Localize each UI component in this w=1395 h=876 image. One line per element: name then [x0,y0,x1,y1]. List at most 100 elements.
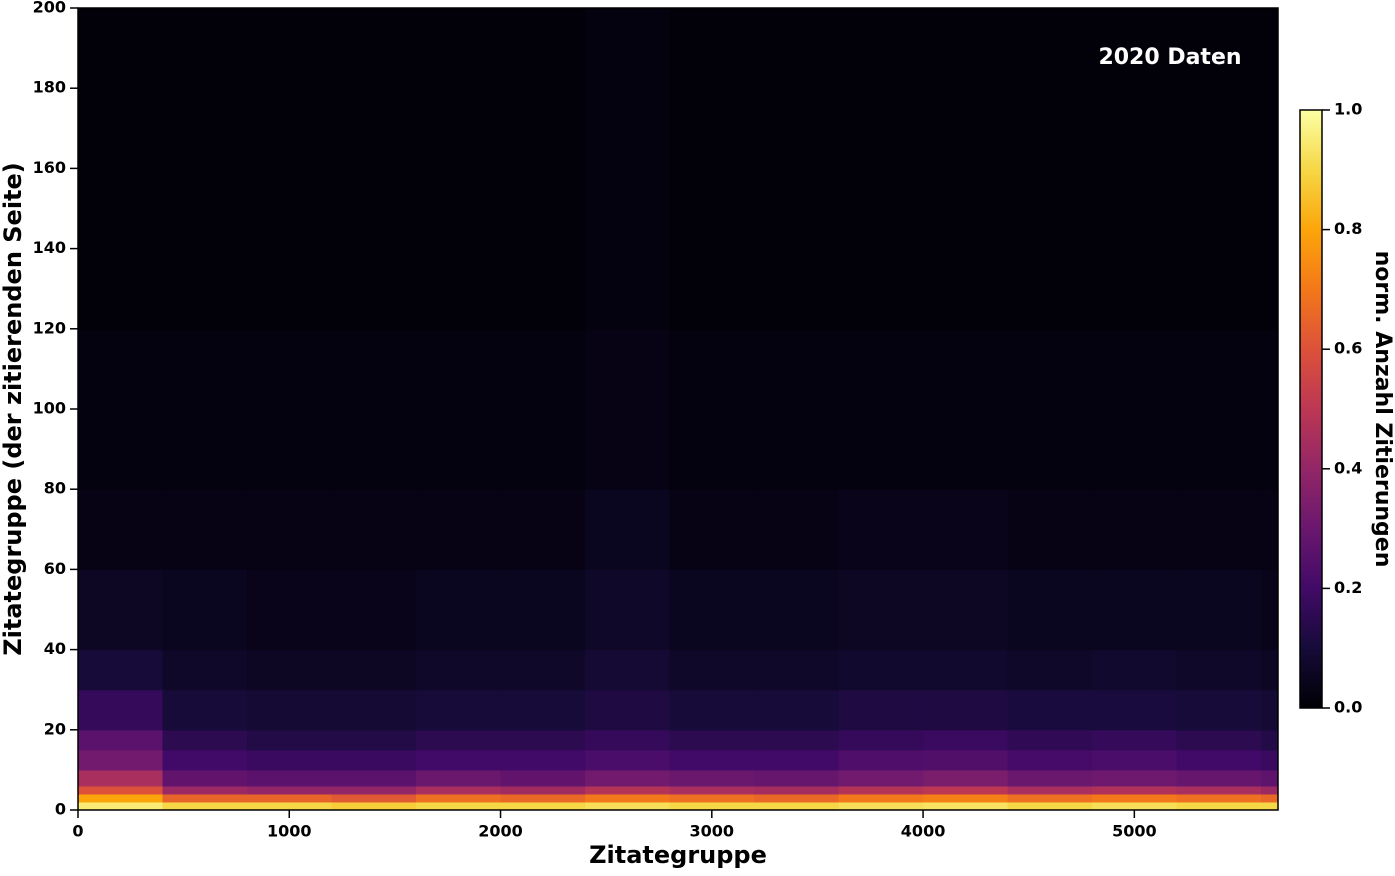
heatmap-cell [1007,749,1093,771]
colorbar-tick-label: 0.8 [1334,219,1362,238]
heatmap-cell [331,489,417,570]
heatmap-cell [838,328,924,490]
heatmap-cell [247,801,333,811]
heatmap-cell [923,749,1009,771]
heatmap-cell [331,569,417,651]
heatmap-cell [669,328,755,490]
heatmap-cell [1261,328,1279,490]
heatmap-cell [1176,8,1262,330]
heatmap-cell [923,769,1009,787]
heatmap-cell [1261,8,1279,330]
heatmap-cell [669,489,755,570]
heatmap-cell [669,8,755,330]
heatmap-cell [669,785,755,795]
y-tick-label: 20 [44,719,66,738]
heatmap-cell [500,8,586,330]
heatmap-cell [585,749,671,771]
heatmap-cell [162,8,248,330]
heatmap-cell [162,489,248,570]
heatmap-cell [585,689,671,731]
heatmap-cell [1176,769,1262,787]
heatmap-cell [585,769,671,787]
heatmap-cell [1092,769,1178,787]
heatmap-cell [500,749,586,771]
heatmap-cell [669,801,755,811]
heatmap-cell [78,749,164,771]
heatmap-cell [331,793,417,803]
heatmap-cell [500,569,586,651]
heatmap-cell [754,489,840,570]
heatmap-cell [247,569,333,651]
heatmap-cell [1007,689,1093,731]
heatmap-cell [669,689,755,731]
colorbar-tick-label: 0.4 [1334,458,1362,477]
heatmap-cell [669,793,755,803]
heatmap-cell [1261,689,1279,731]
y-tick-label: 160 [33,158,66,177]
heatmap-cell [1261,785,1279,795]
heatmap-cell [1176,785,1262,795]
x-tick-label: 3000 [690,822,735,841]
y-tick-label: 180 [33,78,66,97]
heatmap-cell [754,785,840,795]
heatmap-cell [1092,801,1178,811]
heatmap-cell [1092,793,1178,803]
heatmap-cell [754,801,840,811]
heatmap-cell [1007,729,1093,751]
heatmap-cell [500,801,586,811]
heatmap-cell [754,649,840,691]
heatmap-cell [754,769,840,787]
heatmap-cell [754,749,840,771]
heatmap-cell [1176,749,1262,771]
heatmap-cell [1261,729,1279,751]
heatmap-cell [331,328,417,490]
heatmap-cell [669,569,755,651]
heatmap-cell [1007,8,1093,330]
x-tick-label: 2000 [478,822,523,841]
heatmap-cell [923,489,1009,570]
heatmap-cell [500,649,586,691]
heatmap-cell [838,689,924,731]
heatmap-cell [1092,328,1178,490]
heatmap-cell [585,569,671,651]
heatmap-cell [78,785,164,795]
heatmap-cell [247,729,333,751]
y-tick-label: 40 [44,639,66,658]
heatmap-cell [416,769,502,787]
heatmap-cell [162,785,248,795]
heatmap-cell [754,689,840,731]
heatmap-cell [331,801,417,811]
heatmap-cell [78,769,164,787]
heatmap-cell [1261,793,1279,803]
heatmap-cell [416,328,502,490]
heatmap-cell [838,769,924,787]
heatmap-cell [78,793,164,803]
heatmap-cell [162,689,248,731]
heatmap-cell [1261,769,1279,787]
heatmap-cell [838,793,924,803]
heatmap-cell [247,489,333,570]
heatmap-cell [923,328,1009,490]
heatmap-cell [1176,649,1262,691]
heatmap-cell [78,649,164,691]
x-tick-label: 5000 [1112,822,1157,841]
heatmap-cell [754,8,840,330]
heatmap-cell [1261,569,1279,651]
heatmap-cell [416,8,502,330]
heatmap-cell [1007,649,1093,691]
annotation: 2020 Daten [1098,45,1241,70]
heatmap-cell [500,785,586,795]
heatmap-cell [1007,769,1093,787]
heatmap-cell [247,785,333,795]
heatmap-cell [923,569,1009,651]
heatmap-cell [500,689,586,731]
heatmap-cell [416,689,502,731]
heatmap-cell [754,328,840,490]
heatmap-cell [1176,569,1262,651]
heatmap-cell [247,749,333,771]
heatmap-cell [923,729,1009,751]
heatmap-cell [1261,749,1279,771]
heatmap-cell [1261,489,1279,570]
heatmap-cell [331,689,417,731]
colorbar-tick-label: 0.6 [1334,339,1362,358]
